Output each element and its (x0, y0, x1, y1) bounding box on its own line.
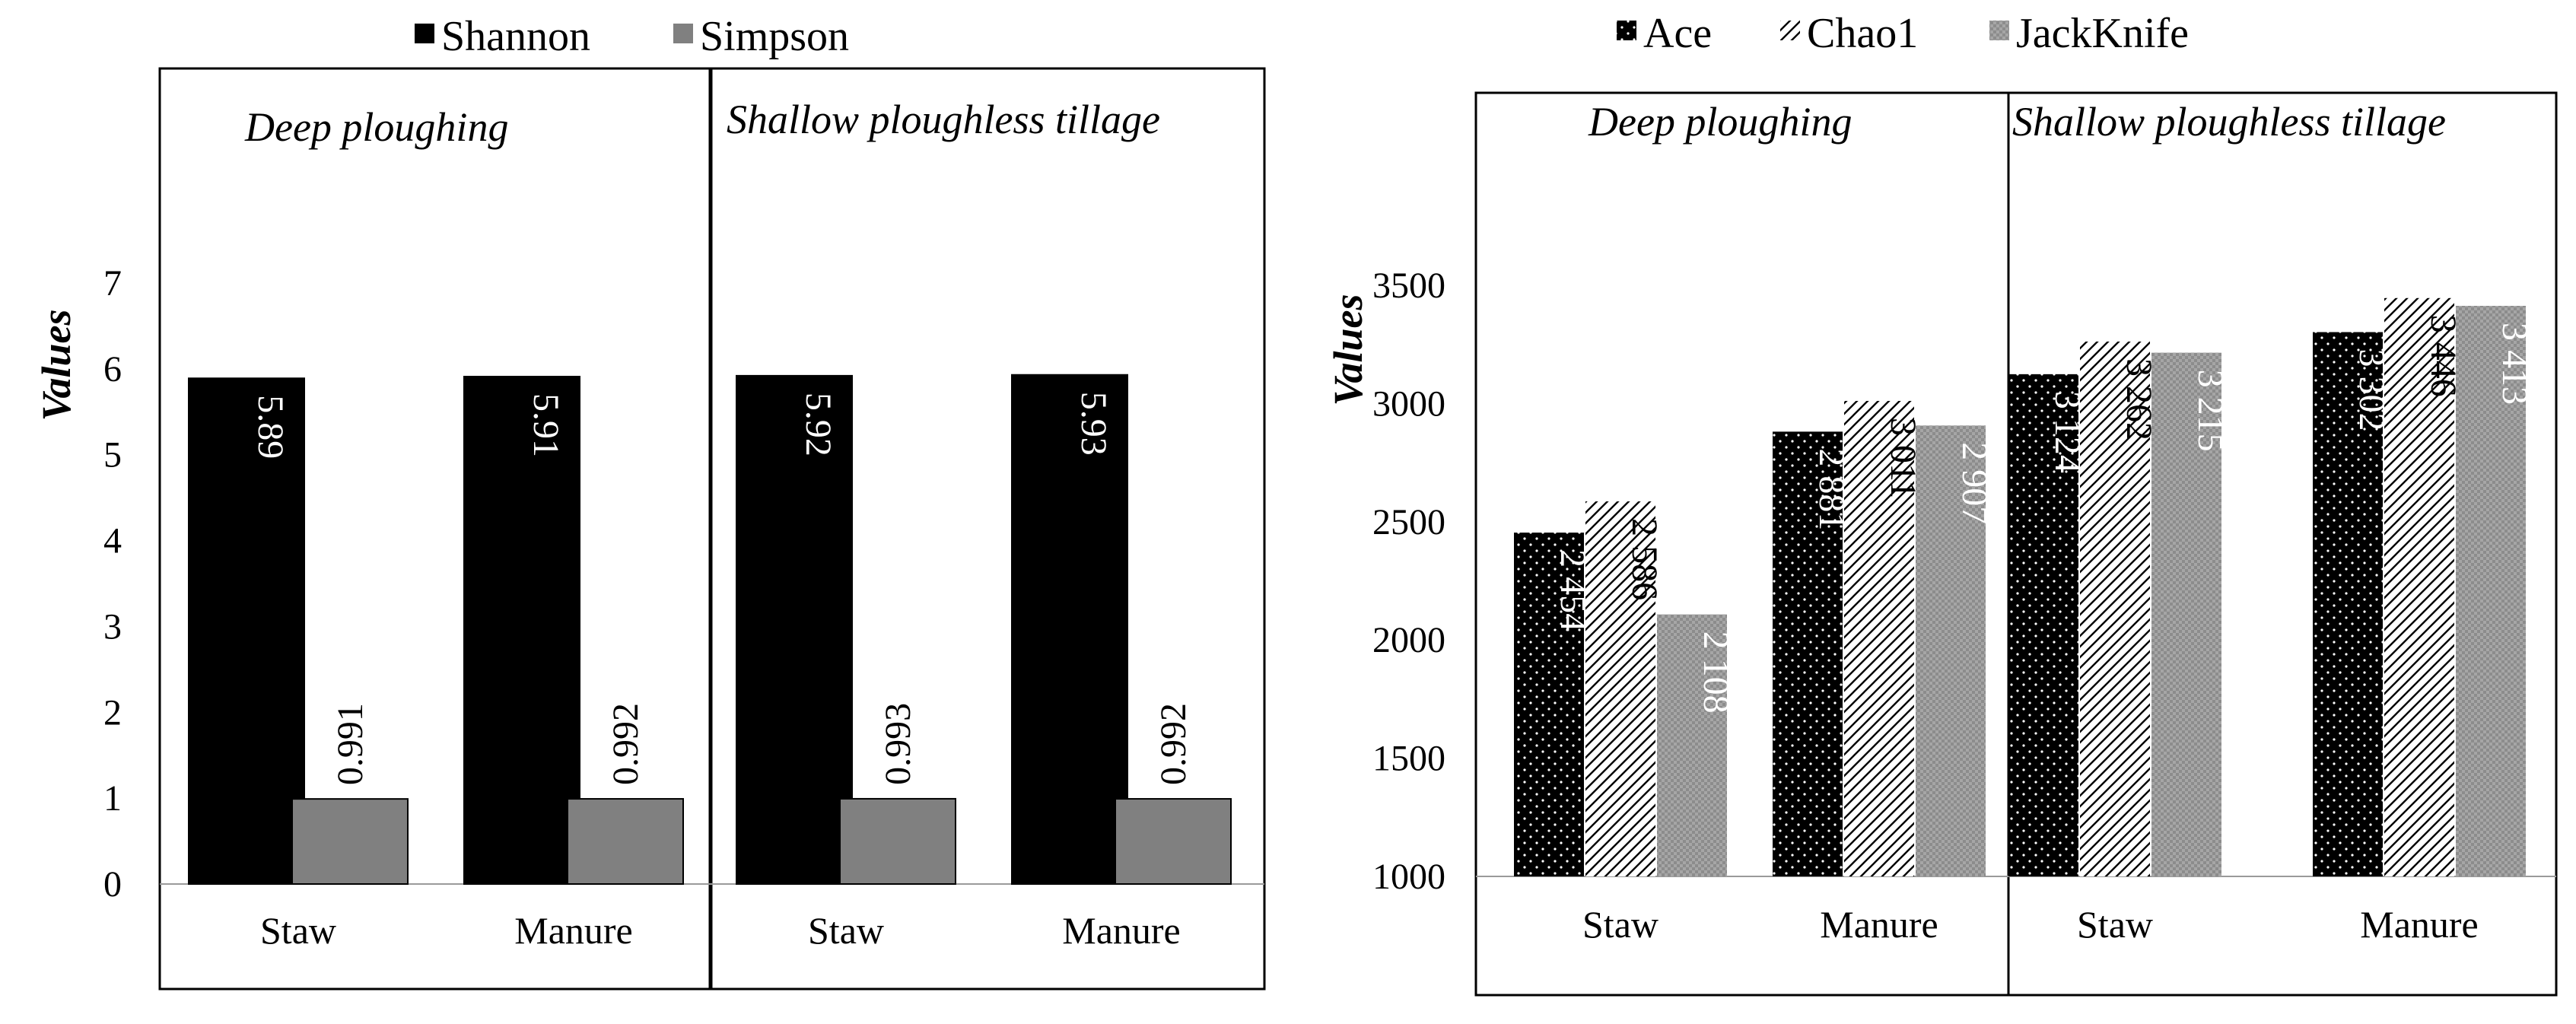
right-bar-chao1-deep-ploughing-staw (1585, 501, 1655, 876)
right-panel-frame (1474, 91, 2558, 997)
left-y-tick-5: 5 (103, 435, 122, 475)
right-data-label-chao1-shallow-ploughless-tillage-staw: 3 262 (2119, 358, 2159, 440)
left-data-label-shannon-deep-ploughing-manure: 5.91 (526, 393, 566, 457)
right-bar-ace-shallow-ploughless-tillage-manure (2313, 332, 2383, 876)
left-bar-shannon-deep-ploughing-staw (188, 377, 305, 885)
legend-swatch-chao1 (1780, 21, 1800, 40)
legend-label-ace: Ace (1643, 10, 1712, 57)
left-category-deep-ploughing-manure: Manure (514, 909, 633, 952)
left-data-label-simpson-deep-ploughing-manure: 0.992 (606, 703, 646, 785)
legend-label-chao1: Chao1 (1807, 10, 1918, 57)
right-data-labels: 2 454 2 586 2 108 2 881 3 011 2 907 3 124 3 262… (1553, 315, 2535, 714)
legend-label-jackknife: JackKnife (2016, 10, 2189, 57)
right-y-tick-3000: 3000 (1372, 383, 1445, 424)
right-y-tick-1500: 1500 (1372, 739, 1445, 779)
left-data-label-shannon-shallow-ploughless-tillage-manure: 5.93 (1073, 392, 1114, 456)
left-category-labels: Staw Manure Staw Manure (260, 909, 1181, 952)
right-data-label-ace-shallow-ploughless-tillage-staw: 3 124 (2047, 391, 2088, 473)
left-bar-simpson-deep-ploughing-manure (567, 798, 684, 885)
left-bar-simpson-shallow-ploughless-tillage-manure (1115, 798, 1232, 885)
left-y-tick-2: 2 (103, 692, 122, 733)
right-category-labels: Staw Manure Staw Manure (1582, 903, 2479, 946)
right-bar-ace-deep-ploughing-manure (1773, 431, 1843, 876)
left-bars (188, 374, 1232, 886)
left-y-tick-7: 7 (103, 263, 122, 304)
legend-swatch-ace (1617, 21, 1636, 40)
left-y-axis-label: Values (33, 309, 79, 421)
right-y-ticks: 1000 1500 2000 2500 3000 3500 (1372, 266, 1445, 897)
right-data-label-chao1-shallow-ploughless-tillage-manure: 3 446 (2423, 315, 2463, 397)
right-bar-ace-shallow-ploughless-tillage-staw (2008, 374, 2078, 876)
right-y-axis-label: Values (1325, 294, 1371, 405)
right-category-deep-ploughing-manure: Manure (1820, 903, 1938, 946)
right-bar-chao1-deep-ploughing-manure (1844, 400, 1914, 876)
legend-swatch-jackknife (1989, 21, 2009, 40)
left-y-tick-0: 0 (103, 864, 122, 905)
left-y-tick-6: 6 (103, 349, 122, 390)
left-section-title-deep: Deep ploughing (244, 104, 508, 150)
right-y-tick-2000: 2000 (1372, 620, 1445, 660)
right-section-title-shallow: Shallow ploughless tillage (2012, 99, 2446, 145)
right-bar-ace-deep-ploughing-staw (1514, 533, 1584, 876)
right-data-label-ace-deep-ploughing-manure: 2 881 (1811, 448, 1852, 530)
left-bar-shannon-shallow-ploughless-tillage-manure (1011, 374, 1128, 885)
legend-swatch-shannon (415, 24, 434, 43)
left-data-label-simpson-deep-ploughing-staw: 0.991 (330, 703, 370, 785)
left-category-shallow-ploughless-tillage-manure: Manure (1062, 909, 1181, 952)
left-data-label-shannon-shallow-ploughless-tillage-staw: 5.92 (798, 393, 838, 456)
right-bar-jackknife-deep-ploughing-staw (1657, 614, 1727, 876)
left-bar-shannon-shallow-ploughless-tillage-staw (736, 374, 853, 885)
right-bar-jackknife-deep-ploughing-manure (1916, 425, 1986, 876)
left-category-deep-ploughing-staw: Staw (260, 909, 336, 952)
right-data-label-ace-deep-ploughing-staw: 2 454 (1553, 549, 1593, 631)
right-legend: Ace Chao1 JackKnife (1617, 10, 2189, 57)
left-chart: Shannon Simpson Deep ploughing Shallow p… (33, 13, 1266, 991)
right-bar-chao1-shallow-ploughless-tillage-staw (2080, 341, 2150, 876)
right-data-label-chao1-deep-ploughing-staw: 2 586 (1624, 518, 1665, 600)
left-bar-simpson-deep-ploughing-staw (291, 798, 409, 885)
left-bar-shannon-deep-ploughing-manure (463, 376, 580, 885)
legend-label-shannon: Shannon (441, 13, 590, 60)
left-category-shallow-ploughless-tillage-staw: Staw (808, 909, 884, 952)
right-data-label-ace-shallow-ploughless-tillage-manure: 3 302 (2352, 349, 2392, 431)
left-data-label-simpson-shallow-ploughless-tillage-manure: 0.992 (1153, 703, 1194, 785)
left-y-tick-3: 3 (103, 606, 122, 647)
right-section-title-deep: Deep ploughing (1588, 99, 1852, 145)
right-bar-jackknife-shallow-ploughless-tillage-manure (2456, 306, 2526, 876)
left-bar-simpson-shallow-ploughless-tillage-staw (839, 797, 956, 886)
left-data-label-simpson-shallow-ploughless-tillage-staw: 0.993 (878, 703, 918, 785)
right-bar-chao1-shallow-ploughless-tillage-manure (2384, 297, 2454, 876)
left-y-ticks: 0 1 2 3 4 5 6 7 (103, 263, 122, 905)
right-data-label-jackknife-shallow-ploughless-tillage-staw: 3 215 (2190, 370, 2231, 452)
right-category-deep-ploughing-staw: Staw (1582, 903, 1658, 946)
left-legend: Shannon Simpson (415, 13, 849, 60)
right-data-label-jackknife-shallow-ploughless-tillage-manure: 3 413 (2495, 323, 2535, 405)
legend-label-simpson: Simpson (700, 13, 849, 60)
right-y-tick-2500: 2500 (1372, 502, 1445, 542)
left-section-title-shallow: Shallow ploughless tillage (727, 97, 1160, 142)
left-data-label-shannon-deep-ploughing-staw: 5.89 (250, 395, 291, 459)
left-y-tick-4: 4 (103, 521, 122, 561)
right-bar-jackknife-shallow-ploughless-tillage-staw (2151, 352, 2221, 876)
right-category-shallow-ploughless-tillage-manure: Manure (2360, 903, 2479, 946)
right-bars (1514, 297, 2526, 876)
right-data-label-jackknife-deep-ploughing-staw: 2 108 (1696, 631, 1736, 714)
right-data-label-jackknife-deep-ploughing-manure: 2 907 (1954, 442, 1995, 524)
left-y-tick-1: 1 (103, 778, 122, 819)
right-data-label-chao1-deep-ploughing-manure: 3 011 (1883, 418, 1923, 498)
right-y-tick-3500: 3500 (1372, 266, 1445, 306)
right-y-tick-1000: 1000 (1372, 857, 1445, 897)
right-chart: Ace Chao1 JackKnife Deep ploughing Shall… (1325, 10, 2558, 997)
left-data-labels: 5.89 0.991 5.91 0.992 5.92 0.993 5.93 0.992 (250, 392, 1194, 785)
right-category-shallow-ploughless-tillage-staw: Staw (2077, 903, 2153, 946)
legend-swatch-simpson (673, 24, 693, 43)
